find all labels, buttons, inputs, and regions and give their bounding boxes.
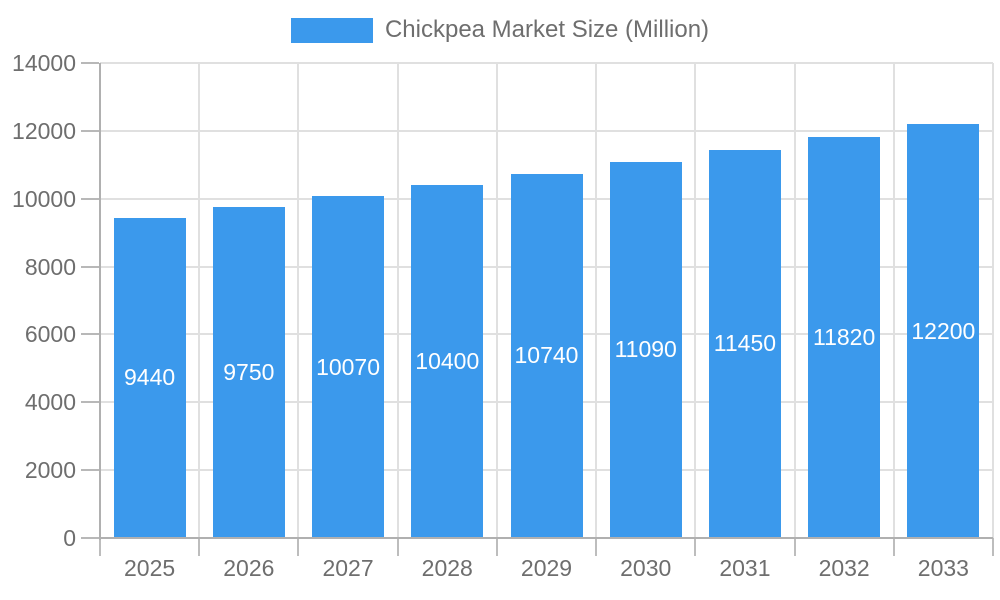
y-tick-label: 8000: [24, 253, 76, 280]
x-tick-label: 2030: [620, 555, 672, 581]
x-axis-tick: [297, 538, 300, 556]
y-tick-label: 12000: [12, 117, 76, 144]
bar-2032[interactable]: 11820: [808, 136, 881, 538]
gridline-vertical: [793, 63, 796, 538]
bar-value-label: 11450: [713, 330, 777, 357]
y-tick-label: 6000: [24, 321, 76, 348]
bar-2033[interactable]: 12200: [907, 124, 980, 538]
bar-value-label: 10400: [415, 348, 480, 375]
y-tick-label: 0: [63, 525, 76, 551]
y-axis-tick: [81, 62, 99, 64]
legend: Chickpea Market Size (Million): [0, 16, 1000, 44]
gridline-vertical: [495, 63, 498, 538]
bar-2028[interactable]: 10400: [411, 185, 484, 538]
x-tick-label: 2026: [223, 555, 275, 581]
bar-value-label: 10740: [514, 342, 579, 369]
y-axis-tick: [81, 265, 99, 268]
x-axis-tick: [595, 538, 598, 556]
x-axis-tick: [198, 538, 201, 556]
x-axis-tick: [793, 538, 796, 556]
gridline-vertical: [595, 63, 598, 538]
y-axis-tick: [81, 129, 99, 132]
y-tick-label: 2000: [24, 457, 76, 484]
bar-2029[interactable]: 10740: [510, 173, 583, 538]
y-axis-tick: [81, 333, 99, 336]
x-tick-label: 2032: [818, 555, 870, 581]
x-axis-tick: [396, 538, 399, 556]
gridline-vertical: [396, 63, 399, 538]
y-axis-line: [99, 63, 101, 540]
gridline-horizontal: [100, 62, 993, 64]
bar-value-label: 10070: [316, 353, 381, 380]
legend-item[interactable]: Chickpea Market Size (Million): [290, 16, 710, 44]
bar-value-label: 11090: [614, 336, 677, 363]
x-tick-label: 2025: [124, 555, 176, 581]
x-axis-tick: [892, 538, 895, 556]
x-axis-tick: [99, 538, 101, 556]
y-axis-tick: [81, 197, 99, 200]
x-tick-label: 2029: [520, 555, 573, 581]
y-axis-tick: [81, 401, 99, 404]
bar-value-label: 9440: [124, 364, 176, 391]
x-axis-line: [100, 537, 993, 539]
legend-label: Chickpea Market Size (Million): [384, 16, 710, 43]
gridline-vertical: [992, 63, 994, 538]
bar-2027[interactable]: 10070: [312, 196, 385, 538]
x-axis-tick: [495, 538, 498, 556]
y-tick-label: 14000: [12, 50, 76, 76]
bar-2025[interactable]: 9440: [113, 217, 186, 538]
gridline-vertical: [892, 63, 895, 538]
bar-2031[interactable]: 11450: [708, 149, 781, 538]
gridline-vertical: [198, 63, 201, 538]
x-tick-label: 2033: [917, 555, 969, 581]
gridline-horizontal: [100, 129, 993, 132]
y-tick-label: 4000: [24, 389, 76, 416]
x-tick-label: 2031: [719, 555, 771, 581]
y-tick-label: 10000: [12, 185, 76, 212]
gridline-vertical: [297, 63, 300, 538]
legend-swatch: [290, 17, 373, 43]
x-tick-label: 2028: [421, 555, 473, 581]
x-axis-tick: [694, 538, 697, 556]
x-tick-label: 2027: [322, 555, 374, 581]
bar-value-label: 11820: [813, 323, 876, 350]
gridline-vertical: [694, 63, 697, 538]
y-axis-tick: [81, 537, 99, 539]
plot-area: 9440 9750 10070 10400 10740 11090 11450 11820 12…: [81, 62, 994, 556]
y-axis-tick: [81, 469, 99, 472]
bar-2026[interactable]: 9750: [212, 207, 285, 538]
x-axis-tick: [992, 538, 994, 556]
bar-value-label: 9750: [223, 359, 275, 386]
bar-value-label: 12200: [911, 317, 976, 344]
bar-2030[interactable]: 11090: [609, 161, 682, 538]
